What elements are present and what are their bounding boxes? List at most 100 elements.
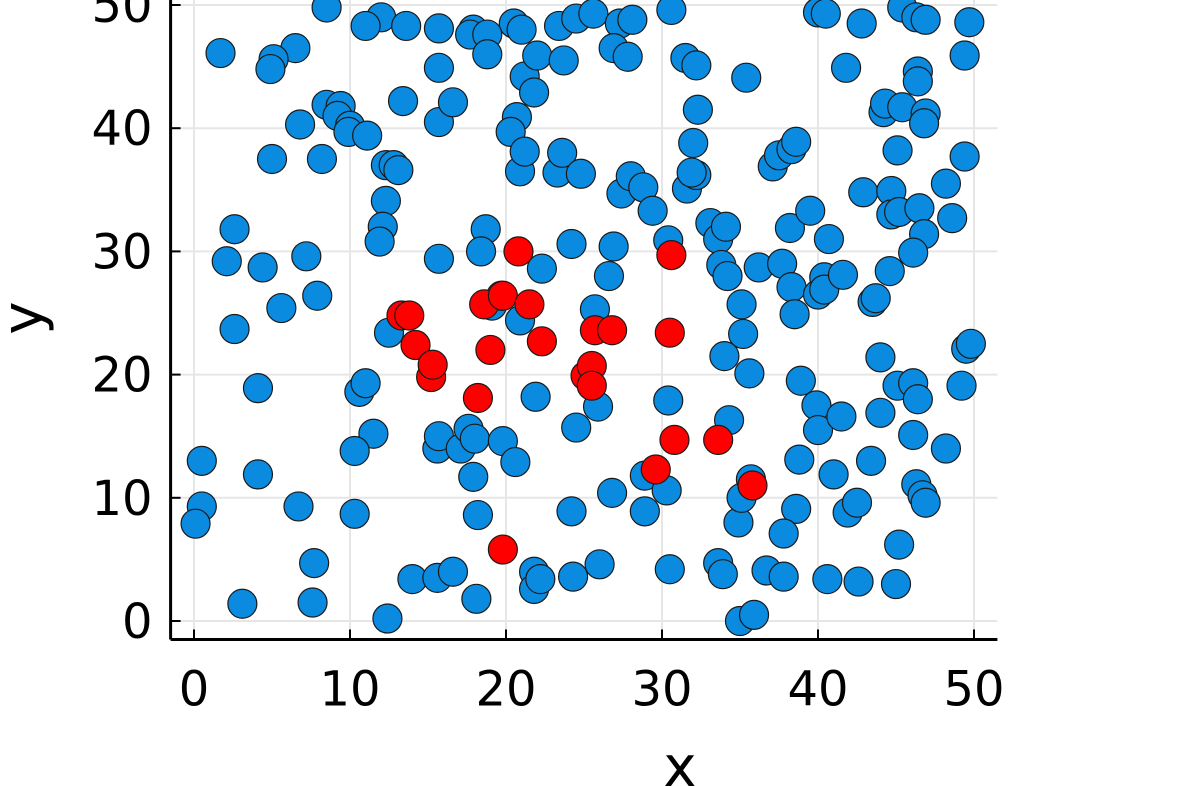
data-point (311, 0, 342, 23)
data-point (843, 566, 874, 597)
data-point (826, 401, 857, 432)
data-point (779, 299, 810, 330)
data-point (910, 487, 941, 518)
data-point (682, 94, 713, 125)
data-point (898, 237, 929, 268)
data-point (461, 583, 492, 614)
data-point (726, 289, 757, 320)
y-tick-label: 30 (92, 224, 153, 280)
data-point (506, 14, 537, 45)
data-point (593, 260, 625, 292)
data-point (910, 4, 941, 35)
data-point (768, 518, 799, 549)
data-point (703, 424, 734, 455)
data-point (855, 445, 887, 476)
data-point (884, 529, 915, 560)
data-point (186, 445, 217, 476)
data-point (306, 143, 338, 175)
data-point (284, 109, 316, 140)
data-point (827, 259, 859, 290)
data-point (417, 349, 448, 380)
data-point (654, 554, 685, 585)
data-point (247, 252, 278, 283)
data-point (459, 423, 490, 454)
data-point (738, 599, 770, 630)
data-point (339, 435, 370, 467)
data-point (678, 127, 709, 159)
data-point (522, 40, 553, 71)
data-point (813, 223, 845, 255)
data-point (299, 547, 330, 579)
data-point (297, 587, 328, 618)
x-tick-label: 40 (787, 661, 848, 717)
data-point (370, 185, 401, 216)
data-point (180, 508, 211, 539)
data-point (640, 454, 671, 485)
data-point (709, 341, 740, 372)
data-point (387, 85, 419, 117)
x-tick-label: 30 (631, 661, 692, 717)
data-point (465, 236, 497, 267)
data-point (737, 470, 768, 501)
y-tick-label: 10 (92, 471, 153, 527)
data-point (728, 318, 759, 350)
data-point (475, 334, 506, 366)
data-point (526, 326, 557, 357)
data-point (437, 87, 469, 118)
data-point (946, 370, 977, 401)
data-point (954, 7, 985, 38)
data-point (503, 236, 534, 267)
data-point (802, 414, 834, 446)
data-points (180, 0, 986, 637)
data-point (656, 239, 687, 271)
data-point (211, 246, 242, 277)
data-point (880, 568, 912, 600)
data-point (339, 498, 370, 529)
data-point (656, 0, 687, 26)
data-point (556, 228, 587, 260)
data-point (681, 50, 712, 81)
data-point (846, 8, 877, 39)
data-point (841, 487, 873, 518)
y-axis-label: y (0, 301, 56, 334)
data-point (256, 143, 288, 175)
data-point (509, 136, 540, 167)
data-point (364, 226, 395, 257)
data-point (812, 564, 843, 595)
data-point (472, 39, 503, 70)
data-point (865, 342, 896, 373)
data-point (617, 4, 648, 35)
tick-labels: 0 10 20 30 40 50 0 10 20 30 40 50 (92, 0, 1005, 717)
data-point (598, 231, 629, 262)
data-point (584, 549, 615, 580)
series-0 (180, 0, 986, 637)
data-point (227, 588, 258, 619)
data-point (462, 499, 494, 531)
data-point (437, 556, 469, 587)
data-point (784, 444, 815, 475)
data-point (352, 120, 383, 151)
data-point (487, 280, 518, 311)
data-point (712, 260, 743, 292)
data-point (525, 564, 556, 595)
data-point (526, 253, 557, 284)
data-point (291, 241, 322, 272)
data-point (302, 280, 333, 311)
x-tick-label: 50 (943, 661, 1004, 717)
y-tick-label: 0 (122, 594, 153, 650)
data-point (350, 10, 381, 42)
data-point (255, 53, 286, 85)
data-point (205, 37, 236, 69)
data-point (781, 126, 812, 157)
data-point (908, 108, 940, 139)
data-point (768, 561, 799, 592)
data-point (383, 154, 414, 186)
data-point (596, 315, 628, 346)
data-point (810, 0, 841, 29)
data-point (860, 283, 891, 314)
data-point (350, 368, 381, 399)
data-point (565, 158, 596, 189)
data-point (659, 424, 690, 455)
data-point (898, 419, 929, 451)
